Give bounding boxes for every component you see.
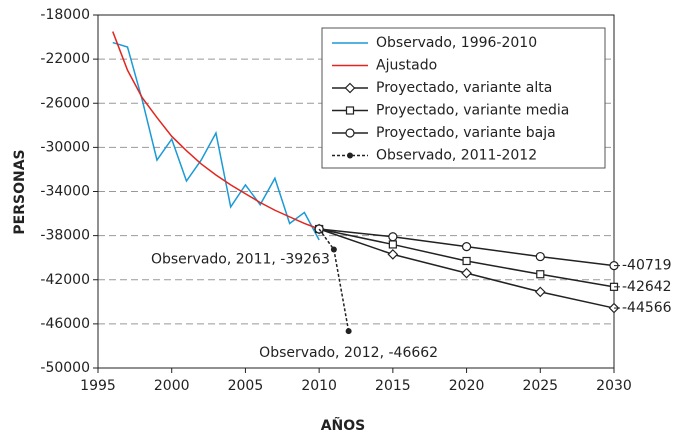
x-axis-label: AÑOS <box>321 417 366 434</box>
marker <box>536 270 545 279</box>
end-label: -40719 <box>622 258 672 274</box>
marker <box>347 152 353 159</box>
y-axis-label: PERSONAS <box>12 149 28 234</box>
end-label: -44566 <box>622 300 672 316</box>
marker <box>462 256 471 266</box>
y-tick-label: -30000 <box>40 139 90 155</box>
y-tick-label: -38000 <box>40 228 90 244</box>
legend-label: Observado, 2011-2012 <box>376 148 537 164</box>
marker <box>388 232 398 242</box>
series-line <box>112 41 320 241</box>
plot-frame <box>97 14 615 369</box>
marker <box>345 128 355 138</box>
marker <box>345 106 355 115</box>
x-tick-label: 2015 <box>375 378 411 394</box>
y-tick-label: -26000 <box>40 95 90 111</box>
y-tick-label: -18000 <box>40 7 90 23</box>
legend-label: Proyectado, variante alta <box>376 80 552 96</box>
x-tick-label: 2025 <box>522 378 558 394</box>
legend-label: Observado, 1996-2010 <box>376 35 537 51</box>
x-tick-label: 1995 <box>80 378 116 394</box>
y-tick-label: -46000 <box>40 316 90 332</box>
x-tick-label: 2005 <box>228 378 264 394</box>
legend-label: Proyectado, variante baja <box>376 125 556 141</box>
value-label: Observado, 2012, -46662 <box>259 345 438 361</box>
x-tick-label: 2020 <box>449 378 485 394</box>
marker <box>344 82 356 94</box>
x-tick-label: 2010 <box>301 378 337 394</box>
marker <box>461 267 472 279</box>
y-tick-label: -42000 <box>40 272 90 288</box>
marker <box>534 286 546 298</box>
marker <box>461 242 472 252</box>
marker <box>387 249 399 260</box>
marker <box>330 246 337 253</box>
series-line <box>112 31 320 230</box>
legend-label: Ajustado <box>376 58 437 74</box>
marker <box>388 240 397 249</box>
y-tick-label: -50000 <box>40 360 90 376</box>
value-label: Observado, 2011, -39263 <box>151 252 330 268</box>
y-tick-label: -22000 <box>40 51 90 67</box>
end-label: -42642 <box>622 279 672 295</box>
marker <box>345 328 352 335</box>
y-tick-label: -34000 <box>40 184 90 200</box>
x-tick-label: 2000 <box>154 378 190 394</box>
legend-box <box>321 27 606 169</box>
x-tick-label: 2030 <box>596 378 632 394</box>
marker <box>535 251 545 262</box>
legend-label: Proyectado, variante media <box>376 103 569 119</box>
